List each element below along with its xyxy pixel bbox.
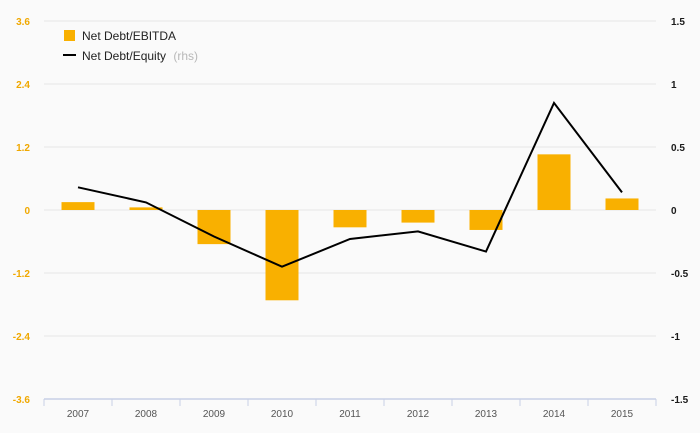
y-right-tick-label: -0.5	[671, 269, 689, 280]
bar	[333, 210, 367, 228]
left-axis: 3.6 2.4 1.2 0 -1.2 -2.4 -3.6	[13, 17, 31, 406]
y-right-tick-label: -1	[671, 332, 680, 343]
x-tick-label: 2012	[407, 409, 430, 420]
y-right-tick-label: 0	[671, 206, 677, 217]
legend: Net Debt/EBITDA Net Debt/Equity (rhs)	[63, 29, 198, 63]
y-left-tick-label: 0	[24, 206, 30, 217]
x-tick-label: 2011	[339, 409, 361, 420]
x-tick-label: 2008	[135, 409, 158, 420]
bar	[605, 198, 639, 210]
legend-label-line-note: (rhs)	[173, 49, 198, 63]
y-left-tick-label: 1.2	[16, 143, 30, 154]
y-left-tick-label: 3.6	[16, 17, 30, 28]
y-left-tick-label: -2.4	[13, 332, 31, 343]
right-axis: 1.5 1 0.5 0 -0.5 -1 -1.5	[671, 17, 689, 406]
x-tick-label: 2015	[611, 409, 634, 420]
line-series	[77, 100, 623, 268]
legend-label-line: Net Debt/Equity (rhs)	[82, 49, 198, 63]
x-tick-label: 2014	[543, 409, 566, 420]
y-right-tick-label: 1.5	[671, 17, 685, 28]
y-left-tick-label: 2.4	[16, 80, 30, 91]
x-tick-label: 2013	[475, 409, 498, 420]
bar-series	[61, 154, 639, 301]
x-tick-label: 2009	[203, 409, 226, 420]
bar	[401, 210, 435, 223]
y-right-tick-label: -1.5	[671, 395, 689, 406]
y-left-tick-label: -3.6	[13, 395, 31, 406]
legend-label-bar: Net Debt/EBITDA	[82, 29, 176, 43]
bar	[129, 207, 163, 210]
bar	[537, 154, 571, 210]
bar	[61, 202, 95, 210]
x-tick-label: 2010	[271, 409, 294, 420]
bar	[265, 210, 299, 301]
series-line	[77, 100, 623, 268]
legend-label-line-name: Net Debt/Equity	[82, 49, 166, 63]
x-axis: 2007 2008 2009 2010 2011 2012 2013 2014 2015	[43, 398, 657, 420]
legend-swatch-bar	[64, 30, 75, 41]
y-left-tick-label: -1.2	[13, 269, 31, 280]
bar	[469, 210, 503, 230]
x-tick-label: 2007	[67, 409, 90, 420]
bar	[197, 210, 231, 245]
y-right-tick-label: 0.5	[671, 143, 685, 154]
y-right-tick-label: 1	[671, 80, 677, 91]
